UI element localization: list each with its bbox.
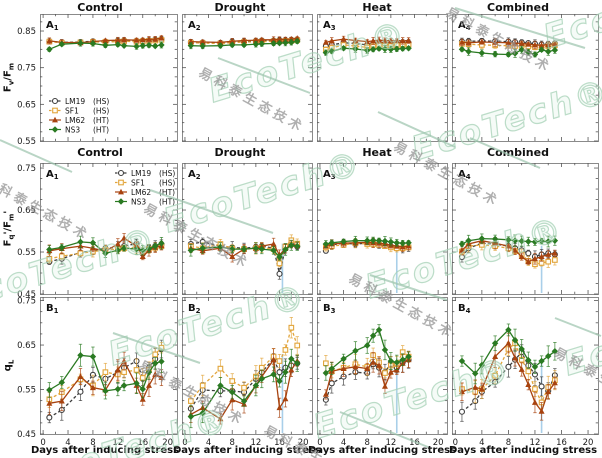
- x-axis-title: Days after inducing stress: [448, 445, 598, 456]
- svg-text:(HS): (HS): [159, 169, 175, 178]
- column-title: Combined: [487, 146, 549, 159]
- column-title: Heat: [362, 1, 392, 14]
- svg-text:LM62: LM62: [131, 188, 151, 197]
- column-title: Drought: [214, 1, 266, 14]
- svg-text:B1: B1: [46, 303, 59, 315]
- svg-text:0: 0: [182, 438, 187, 448]
- svg-text:20: 20: [433, 438, 444, 448]
- y-axis-label: Fq'/Fm': [2, 210, 16, 246]
- svg-text:0.75: 0.75: [17, 64, 36, 74]
- svg-text:0: 0: [317, 438, 322, 448]
- svg-text:16: 16: [556, 438, 567, 448]
- svg-text:0.75: 0.75: [17, 297, 36, 307]
- svg-text:0.55: 0.55: [17, 137, 36, 147]
- svg-text:(HT): (HT): [159, 188, 175, 197]
- svg-text:B4: B4: [458, 303, 471, 315]
- svg-text:8: 8: [90, 438, 95, 448]
- svg-text:0.65: 0.65: [17, 206, 36, 216]
- svg-text:12: 12: [112, 438, 123, 448]
- svg-text:A3: A3: [323, 169, 336, 181]
- svg-text:B3: B3: [323, 303, 336, 315]
- svg-text:12: 12: [530, 438, 541, 448]
- svg-text:0.85: 0.85: [17, 27, 36, 37]
- svg-text:A1: A1: [46, 20, 59, 32]
- svg-text:LM62: LM62: [65, 116, 85, 125]
- svg-text:A2: A2: [188, 20, 201, 32]
- svg-text:(HT): (HT): [159, 197, 175, 206]
- svg-text:SF1: SF1: [65, 106, 79, 115]
- column-title: Control: [77, 146, 123, 159]
- column-title: Heat: [362, 146, 392, 159]
- svg-text:(HT): (HT): [93, 125, 109, 134]
- svg-text:0: 0: [40, 438, 45, 448]
- svg-text:(HS): (HS): [93, 97, 109, 106]
- svg-text:0.45: 0.45: [17, 430, 36, 440]
- svg-text:NS3: NS3: [131, 197, 146, 206]
- svg-text:8: 8: [506, 438, 511, 448]
- svg-text:4: 4: [479, 438, 484, 448]
- x-axis-title: Days after inducing stress: [172, 445, 322, 456]
- svg-text:A2: A2: [188, 169, 201, 181]
- svg-text:0.75: 0.75: [17, 164, 36, 174]
- x-axis-title: Days after inducing stress: [307, 445, 457, 456]
- svg-text:16: 16: [274, 438, 285, 448]
- y-axis-label: Fv/Fm: [2, 62, 16, 92]
- svg-text:(HT): (HT): [93, 116, 109, 125]
- svg-text:B2: B2: [188, 303, 201, 315]
- svg-text:0.45: 0.45: [17, 290, 36, 300]
- svg-text:(HS): (HS): [93, 106, 109, 115]
- svg-text:20: 20: [583, 438, 594, 448]
- svg-text:16: 16: [137, 438, 148, 448]
- svg-text:A4: A4: [458, 20, 471, 32]
- column-title: Drought: [214, 146, 266, 159]
- column-title: Combined: [487, 1, 549, 14]
- svg-text:0.55: 0.55: [17, 248, 36, 258]
- svg-text:0.55: 0.55: [17, 386, 36, 396]
- svg-text:0.65: 0.65: [17, 341, 36, 351]
- y-axis-label: qL: [2, 359, 16, 371]
- svg-text:0.65: 0.65: [17, 100, 36, 110]
- svg-text:LM19: LM19: [131, 169, 151, 178]
- svg-text:A4: A4: [458, 169, 471, 181]
- svg-text:(HS): (HS): [159, 178, 175, 187]
- svg-text:4: 4: [206, 438, 211, 448]
- svg-text:8: 8: [230, 438, 235, 448]
- svg-text:NS3: NS3: [65, 125, 80, 134]
- svg-text:A3: A3: [323, 20, 336, 32]
- column-title: Control: [77, 1, 123, 14]
- svg-text:A1: A1: [46, 169, 59, 181]
- svg-text:12: 12: [250, 438, 261, 448]
- svg-text:4: 4: [65, 438, 70, 448]
- x-axis-title: Days after inducing stress: [30, 445, 180, 456]
- svg-text:SF1: SF1: [131, 178, 145, 187]
- svg-text:0: 0: [453, 438, 458, 448]
- svg-text:LM19: LM19: [65, 97, 85, 106]
- svg-text:20: 20: [298, 438, 309, 448]
- svg-text:20: 20: [162, 438, 173, 448]
